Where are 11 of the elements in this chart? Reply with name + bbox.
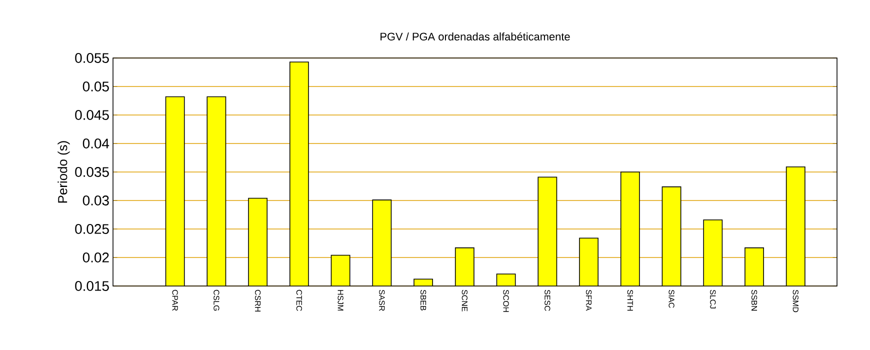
y-tick-label: 0.03 (82, 196, 109, 206)
chart-title: PGV / PGA ordenadas alfabéticamente (380, 32, 570, 41)
y-tick-label: 0.05 (82, 82, 109, 92)
y-tick-label: 0.035 (75, 167, 109, 177)
y-tick-label: 0.045 (75, 110, 109, 120)
y-tick-label: 0.025 (75, 224, 109, 234)
y-tick-label: 0.02 (82, 252, 109, 262)
y-axis-title: Periodo (s) (58, 141, 70, 203)
y-tick-label: 0.015 (75, 281, 109, 291)
y-tick-label: 0.04 (82, 138, 110, 148)
y-tick-label: 0.055 (75, 53, 109, 63)
